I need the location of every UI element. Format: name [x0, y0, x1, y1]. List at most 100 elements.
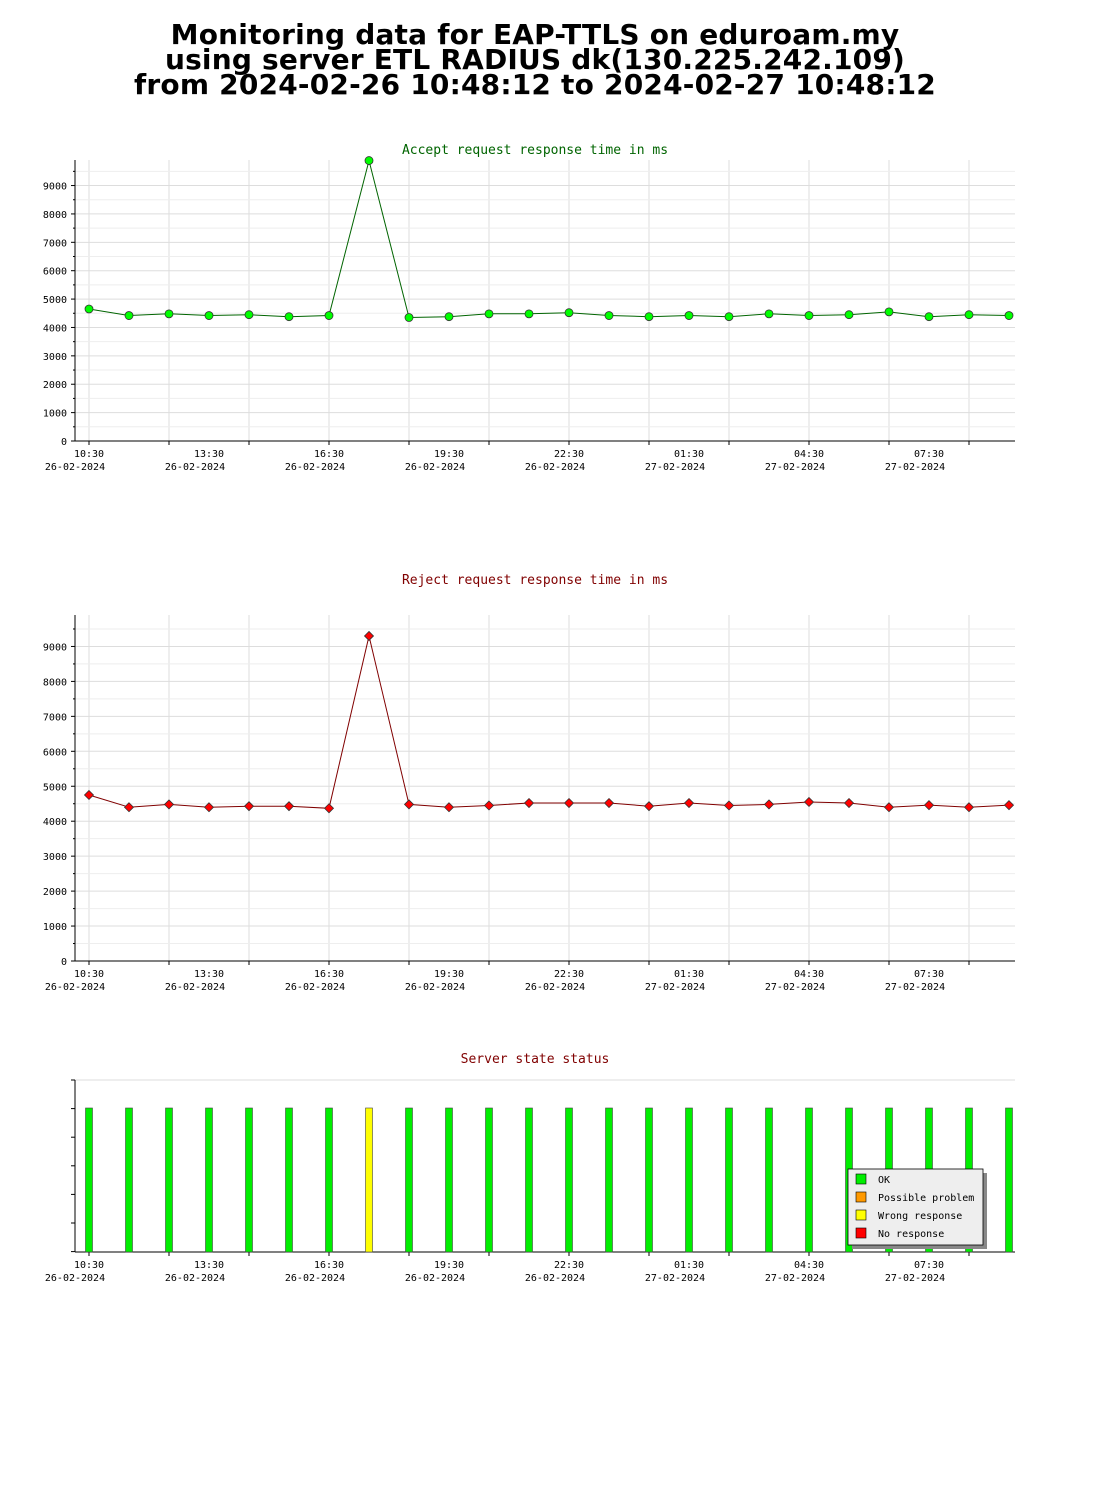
accept-data-point	[444, 312, 454, 322]
reject-data-point	[403, 799, 415, 810]
reject-data-point	[323, 803, 335, 814]
accept-x-tick-date: 26-02-2024	[525, 462, 585, 473]
accept-y-tick-label: 3000	[43, 352, 67, 363]
reject-x-tick-date: 26-02-2024	[165, 982, 225, 993]
accept-response-time-chart: Accept request response time in ms 0 1000 2…	[43, 143, 1015, 473]
reject-data-point	[283, 801, 295, 812]
accept-data-point	[844, 310, 854, 320]
reject-data-point	[723, 800, 735, 811]
status-bar	[725, 1107, 733, 1253]
reject-data-point	[123, 802, 135, 813]
accept-data-point	[684, 311, 694, 320]
legend-swatch	[855, 1209, 867, 1221]
reject-x-tick-label: 19:30	[434, 969, 464, 980]
reject-x-tick-label: 10:30	[74, 969, 104, 980]
status-bar	[125, 1107, 133, 1253]
reject-data-point	[243, 801, 255, 812]
page-title-line-2: using server ETL RADIUS dk(130.225.242.1…	[164, 43, 906, 76]
accept-x-tick-date: 26-02-2024	[45, 462, 105, 473]
reject-x-tick-label: 13:30	[194, 969, 224, 980]
legend-swatch	[855, 1227, 867, 1239]
reject-y-tick-label: 8000	[43, 677, 67, 688]
status-bar	[805, 1107, 813, 1253]
accept-y-tick-label: 1000	[43, 409, 67, 420]
reject-response-time-chart: Reject request response time in ms 0 1000 2…	[43, 573, 1015, 993]
status-bar	[325, 1107, 333, 1253]
accept-x-tick-label: 22:30	[554, 449, 584, 460]
reject-data-point	[83, 789, 95, 801]
status-x-tick-label: 16:30	[314, 1260, 344, 1271]
page-title-line-1: Monitoring data for EAP-TTLS on eduroam.…	[170, 18, 900, 51]
status-bar	[445, 1107, 453, 1253]
accept-x-tick-label: 19:30	[434, 449, 464, 460]
accept-data-point	[244, 310, 254, 320]
status-bar	[485, 1107, 493, 1253]
accept-data-point	[84, 304, 94, 314]
accept-data-point	[924, 312, 934, 322]
page-title-line-3: from 2024-02-26 10:48:12 to 2024-02-27 1…	[134, 68, 936, 101]
reject-data-point	[203, 802, 215, 813]
reject-x-tick-label: 16:30	[314, 969, 344, 980]
accept-x-tick-date: 26-02-2024	[405, 462, 465, 473]
reject-y-tick-label: 2000	[43, 887, 67, 898]
reject-x-tick-date: 27-02-2024	[645, 982, 705, 993]
accept-x-tick-label: 01:30	[674, 449, 704, 460]
reject-data-point	[163, 799, 175, 810]
reject-x-tick-date: 26-02-2024	[525, 982, 585, 993]
reject-x-tick-label: 04:30	[794, 969, 824, 980]
accept-data-point	[564, 308, 574, 318]
accept-data-point	[284, 312, 294, 322]
legend-label: No response	[878, 1229, 944, 1240]
status-x-tick-date: 26-02-2024	[405, 1273, 465, 1284]
reject-x-tick-date: 26-02-2024	[45, 982, 105, 993]
status-x-tick-date: 26-02-2024	[285, 1273, 345, 1284]
status-x-tick-date: 27-02-2024	[765, 1273, 825, 1284]
reject-data-point	[483, 800, 495, 811]
accept-data-point	[324, 311, 334, 320]
reject-data-point	[763, 799, 775, 810]
accept-data-point	[204, 311, 214, 320]
status-x-tick-label: 10:30	[74, 1260, 104, 1271]
reject-data-point	[883, 802, 895, 813]
reject-x-tick-label: 07:30	[914, 969, 944, 980]
legend-swatch	[855, 1173, 867, 1185]
status-x-tick-date: 26-02-2024	[525, 1273, 585, 1284]
accept-x-tick-label: 10:30	[74, 449, 104, 460]
reject-y-tick-label: 4000	[43, 817, 67, 828]
status-x-tick-date: 27-02-2024	[885, 1273, 945, 1284]
accept-y-tick-label: 4000	[43, 323, 67, 334]
reject-x-tick-label: 01:30	[674, 969, 704, 980]
status-bar	[565, 1107, 573, 1253]
accept-data-point	[764, 309, 774, 319]
status-x-tick-label: 19:30	[434, 1260, 464, 1271]
status-bar	[645, 1107, 653, 1253]
accept-x-tick-date: 26-02-2024	[165, 462, 225, 473]
reject-data-point	[523, 797, 535, 809]
reject-data-point	[843, 797, 855, 809]
status-bar	[765, 1107, 773, 1253]
status-x-tick-label: 01:30	[674, 1260, 704, 1271]
accept-data-point	[964, 310, 974, 320]
reject-data-point	[1003, 800, 1015, 811]
status-legend: OK Possible problem Wrong response No respo…	[847, 1168, 987, 1249]
accept-x-tick-label: 13:30	[194, 449, 224, 460]
accept-y-tick-label: 5000	[43, 295, 67, 306]
accept-series-line	[88, 160, 1010, 319]
status-x-tick-label: 22:30	[554, 1260, 584, 1271]
legend-box	[847, 1168, 984, 1246]
status-bar	[605, 1107, 613, 1253]
accept-data-point	[484, 309, 494, 319]
reject-x-tick-date: 26-02-2024	[285, 982, 345, 993]
accept-x-tick-date: 27-02-2024	[645, 462, 705, 473]
reject-data-point	[363, 630, 375, 642]
status-x-tick-date: 26-02-2024	[165, 1273, 225, 1284]
server-state-status-chart: Server state status 10:30 26-02-2024 13:30 2…	[45, 1052, 1015, 1284]
reject-data-point	[603, 797, 615, 809]
accept-data-point	[524, 309, 534, 319]
reject-y-tick-label: 5000	[43, 782, 67, 793]
status-bar	[1005, 1107, 1013, 1253]
reject-y-tick-label: 3000	[43, 852, 67, 863]
status-bar	[685, 1107, 693, 1253]
accept-y-tick-label: 7000	[43, 238, 67, 249]
reject-y-tick-label: 0	[61, 957, 67, 968]
